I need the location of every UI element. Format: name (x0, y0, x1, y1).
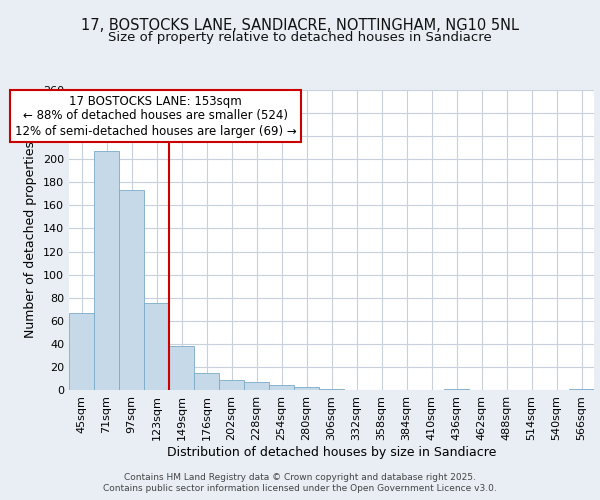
Text: Contains HM Land Registry data © Crown copyright and database right 2025.: Contains HM Land Registry data © Crown c… (124, 472, 476, 482)
Bar (319, 389, 344, 390)
Bar (444, 389, 469, 390)
Bar (119, 190, 144, 390)
Bar (244, 382, 269, 390)
Bar (94, 151, 119, 390)
Text: Contains public sector information licensed under the Open Government Licence v3: Contains public sector information licen… (103, 484, 497, 493)
Text: 17 BOSTOCKS LANE: 153sqm
← 88% of detached houses are smaller (524)
12% of semi-: 17 BOSTOCKS LANE: 153sqm ← 88% of detach… (15, 94, 296, 138)
Bar (194, 372, 219, 390)
X-axis label: Distribution of detached houses by size in Sandiacre: Distribution of detached houses by size … (167, 446, 496, 458)
Bar (269, 386, 294, 390)
Bar (219, 380, 244, 390)
Bar (169, 346, 194, 390)
Y-axis label: Number of detached properties: Number of detached properties (25, 142, 37, 338)
Bar (294, 386, 319, 390)
Bar (569, 389, 594, 390)
Bar (144, 304, 169, 390)
Text: Size of property relative to detached houses in Sandiacre: Size of property relative to detached ho… (108, 31, 492, 44)
Text: 17, BOSTOCKS LANE, SANDIACRE, NOTTINGHAM, NG10 5NL: 17, BOSTOCKS LANE, SANDIACRE, NOTTINGHAM… (81, 18, 519, 32)
Bar (69, 312, 94, 390)
